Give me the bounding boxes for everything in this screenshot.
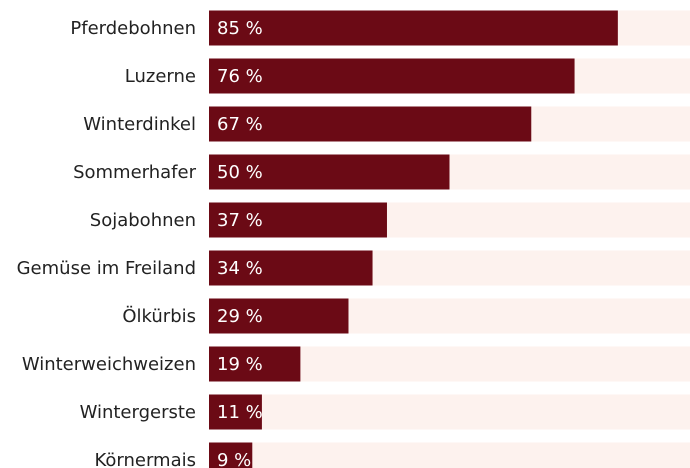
value-label: 85 % bbox=[217, 18, 263, 39]
category-label: Ölkürbis bbox=[122, 305, 196, 327]
category-label: Körnermais bbox=[94, 450, 196, 468]
value-label: 67 % bbox=[217, 114, 263, 135]
bar bbox=[209, 250, 373, 286]
category-label: Gemüse im Freiland bbox=[17, 258, 196, 279]
value-label: 19 % bbox=[217, 354, 263, 375]
bar bbox=[209, 58, 575, 94]
category-label: Pferdebohnen bbox=[70, 18, 196, 39]
bar bbox=[209, 202, 387, 238]
category-label: Sommerhafer bbox=[73, 162, 197, 183]
bar bbox=[209, 298, 349, 334]
value-label: 9 % bbox=[217, 450, 251, 468]
category-label: Winterweichweizen bbox=[22, 354, 196, 375]
bar bbox=[209, 10, 618, 46]
value-label: 34 % bbox=[217, 258, 263, 279]
value-label: 50 % bbox=[217, 162, 263, 183]
bar bbox=[209, 154, 450, 190]
value-label: 37 % bbox=[217, 210, 263, 231]
category-label: Winterdinkel bbox=[83, 114, 196, 135]
value-label: 29 % bbox=[217, 306, 263, 327]
category-label: Sojabohnen bbox=[90, 210, 196, 231]
bar bbox=[209, 346, 301, 382]
value-label: 76 % bbox=[217, 66, 263, 87]
category-label: Wintergerste bbox=[80, 402, 196, 423]
bar-track bbox=[209, 442, 690, 468]
value-label: 11 % bbox=[217, 402, 263, 423]
bar bbox=[209, 106, 532, 142]
bar bbox=[209, 442, 253, 468]
bar-track bbox=[209, 394, 690, 430]
bar bbox=[209, 394, 262, 430]
category-label: Luzerne bbox=[125, 66, 196, 87]
